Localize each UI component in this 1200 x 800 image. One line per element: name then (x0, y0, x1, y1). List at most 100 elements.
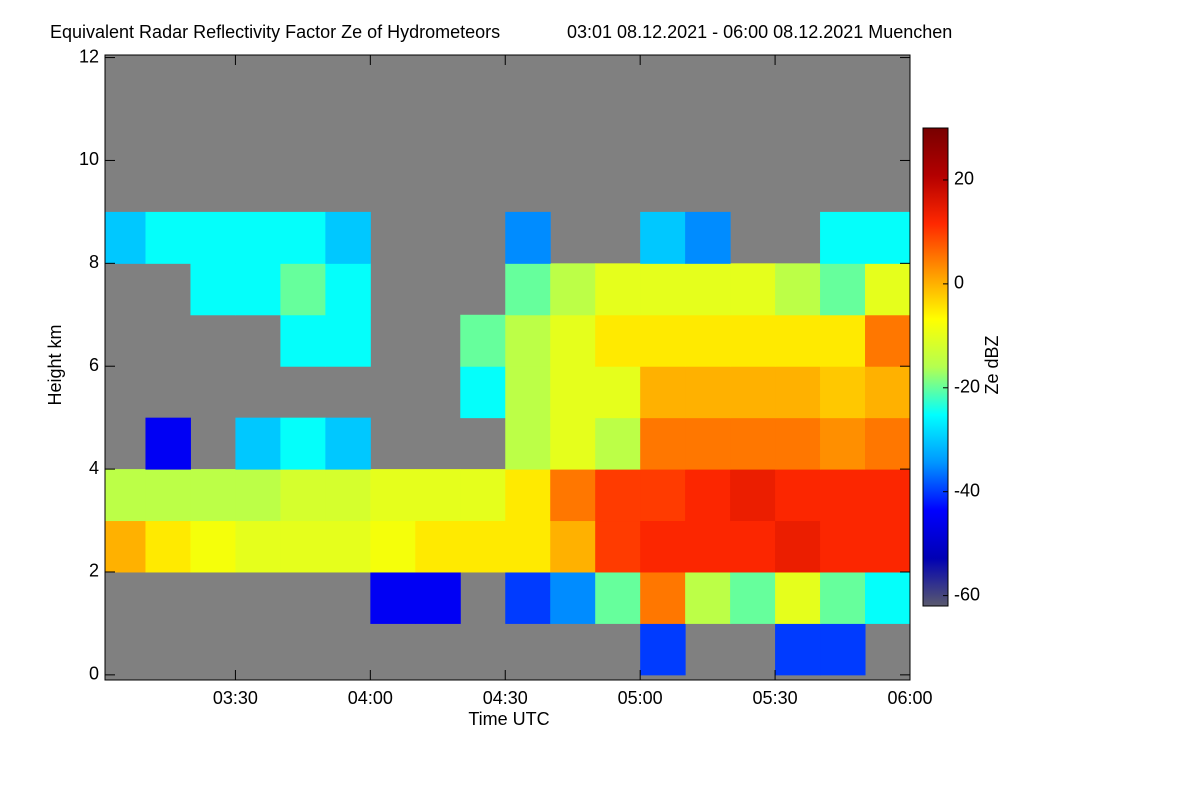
heatmap-cell (640, 571, 686, 624)
colorbar (922, 127, 949, 607)
x-tick-label: 04:00 (348, 688, 393, 708)
heatmap-cell (145, 520, 191, 573)
heatmap-cell (775, 520, 821, 573)
heatmap-cell (505, 211, 551, 264)
heatmap-cell (595, 571, 641, 624)
heatmap-cell (595, 263, 641, 316)
x-tick-label: 05:00 (618, 688, 663, 708)
heatmap-cell (325, 469, 371, 522)
heatmap-cell (325, 417, 371, 470)
y-axis-label: Height km (45, 324, 65, 405)
heatmap-cell (865, 366, 911, 419)
heatmap-cell (685, 314, 731, 367)
heatmap-cell (190, 263, 236, 316)
heatmap-cell (550, 469, 596, 522)
x-tick-label: 03:30 (213, 688, 258, 708)
heatmap-cell (820, 263, 866, 316)
colorbar-tick-label: -20 (954, 377, 980, 397)
heatmap-cell (460, 366, 506, 419)
heatmap-cell (145, 417, 191, 470)
heatmap-cell (640, 520, 686, 573)
heatmap-cell (505, 263, 551, 316)
heatmap-cell (505, 571, 551, 624)
heatmap-cell (730, 366, 776, 419)
heatmap-cell (775, 571, 821, 624)
heatmap-cell (505, 417, 551, 470)
heatmap-cell (685, 263, 731, 316)
heatmap-cell (595, 520, 641, 573)
heatmap-cell (280, 469, 326, 522)
heatmap-cell (370, 520, 416, 573)
chart-title: Equivalent Radar Reflectivity Factor Ze … (50, 22, 500, 42)
heatmap-cell (640, 623, 686, 676)
heatmap-cell (640, 314, 686, 367)
heatmap-cell (685, 571, 731, 624)
heatmap-cell (550, 520, 596, 573)
heatmap-cell (595, 469, 641, 522)
heatmap-cell (370, 469, 416, 522)
heatmap-cell (775, 366, 821, 419)
heatmap-cell (865, 263, 911, 316)
heatmap-cell (190, 469, 236, 522)
colorbar-tick-label: 0 (954, 273, 964, 293)
plot-frame (104, 54, 911, 681)
heatmap-cell (685, 469, 731, 522)
heatmap-cell (730, 314, 776, 367)
heatmap-cell (325, 520, 371, 573)
heatmap-cell (280, 211, 326, 264)
heatmap-cell (280, 263, 326, 316)
x-axis-label: Time UTC (468, 709, 549, 729)
heatmap-cell (145, 211, 191, 264)
heatmap-cell (865, 520, 911, 573)
heatmap-cell (685, 417, 731, 470)
heatmap-cell (820, 623, 866, 676)
heatmap-cell (640, 366, 686, 419)
heatmap-cell (775, 623, 821, 676)
heatmap-cell (640, 417, 686, 470)
heatmap-cell (730, 263, 776, 316)
heatmap-cell (280, 520, 326, 573)
heatmap-cell (460, 314, 506, 367)
colorbar-tick-label: -60 (954, 584, 980, 604)
heatmap-cell (685, 366, 731, 419)
colorbar-label: Ze dBZ (982, 335, 1002, 394)
heatmap-cell (105, 469, 146, 522)
heatmap-cell (190, 211, 236, 264)
heatmap-cell (640, 263, 686, 316)
heatmap-cell (820, 469, 866, 522)
heatmap-cell (550, 263, 596, 316)
heatmap-cell (105, 520, 146, 573)
heatmap-cell (820, 314, 866, 367)
y-tick-label: 0 (89, 664, 99, 684)
heatmap-cell (820, 520, 866, 573)
chart-subtitle: 03:01 08.12.2021 - 06:00 08.12.2021 Muen… (567, 22, 952, 42)
y-tick-label: 4 (89, 458, 99, 478)
heatmap-cell (460, 469, 506, 522)
heatmap-cell (775, 469, 821, 522)
x-tick-label: 04:30 (483, 688, 528, 708)
heatmap-cell (820, 571, 866, 624)
heatmap-cell (505, 520, 551, 573)
heatmap-cell (820, 366, 866, 419)
heatmap-cell (550, 571, 596, 624)
x-tick-label: 05:30 (753, 688, 798, 708)
heatmap-cell (775, 314, 821, 367)
heatmap-cell (730, 520, 776, 573)
heatmap-cell (640, 211, 686, 264)
heatmap-cell (505, 314, 551, 367)
heatmap-cell (865, 469, 911, 522)
heatmap-cell (190, 520, 236, 573)
heatmap-cell (235, 263, 281, 316)
heatmap-cell (415, 469, 461, 522)
heatmap-cell (550, 417, 596, 470)
heatmap-cell (280, 417, 326, 470)
heatmap-cell (415, 571, 461, 624)
y-tick-label: 10 (79, 149, 99, 169)
heatmap-cell (280, 314, 326, 367)
heatmap-cell (730, 571, 776, 624)
heatmap-cell (550, 314, 596, 367)
heatmap-cell (640, 469, 686, 522)
heatmap-cell (685, 520, 731, 573)
y-tick-label: 2 (89, 561, 99, 581)
